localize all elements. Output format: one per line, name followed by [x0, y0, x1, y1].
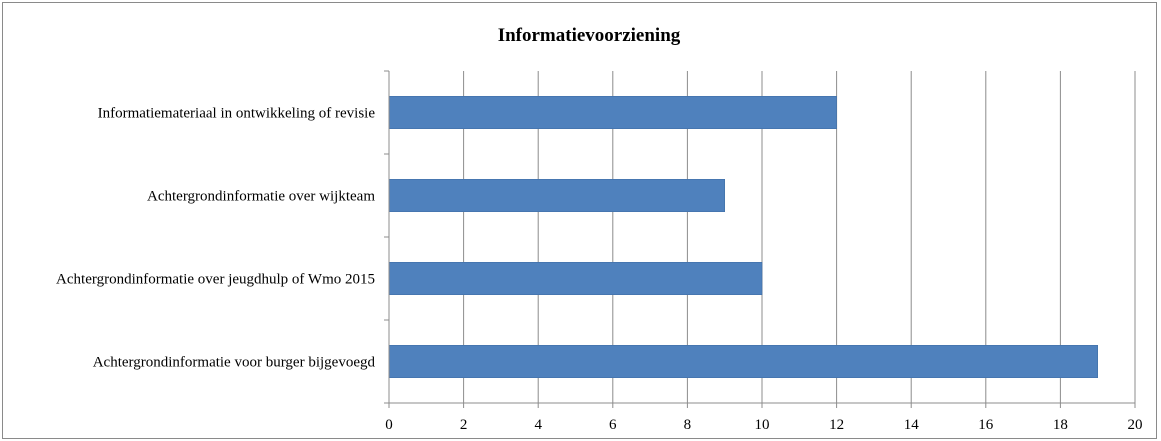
- bar-chart: Informatievoorziening Informatiemateriaa…: [56, 25, 1142, 433]
- bar: [388, 345, 1099, 378]
- chart-title: Informatievoorziening: [498, 25, 681, 46]
- x-tick-label: 12: [829, 417, 844, 433]
- category-label: Informatiemateriaal in ontwikkeling of r…: [98, 106, 376, 122]
- category-label: Achtergrondinformatie voor burger bijgev…: [93, 355, 376, 371]
- category-label: Achtergrondinformatie over jeugdhulp of …: [56, 272, 375, 288]
- category-labels: Informatiemateriaal in ontwikkeling of r…: [56, 106, 375, 371]
- x-tick-label: 6: [609, 417, 617, 433]
- axes: [384, 70, 1136, 408]
- x-tick-label: 8: [684, 417, 692, 433]
- bar: [388, 179, 726, 212]
- x-tick-labels: 0 2 4 6 8 10 12 14 16 18 20: [385, 417, 1142, 433]
- x-tick-label: 16: [978, 417, 994, 433]
- x-tick-label: 2: [460, 417, 468, 433]
- bar: [388, 262, 763, 295]
- bar: [388, 96, 837, 129]
- category-label: Achtergrondinformatie over wijkteam: [147, 189, 375, 205]
- x-tick-label: 10: [755, 417, 770, 433]
- x-tick-label: 0: [385, 417, 393, 433]
- x-tick-label: 4: [534, 417, 542, 433]
- x-tick-label: 18: [1053, 417, 1068, 433]
- x-tick-label: 14: [904, 417, 920, 433]
- bars: [388, 96, 1099, 378]
- x-tick-label: 20: [1128, 417, 1143, 433]
